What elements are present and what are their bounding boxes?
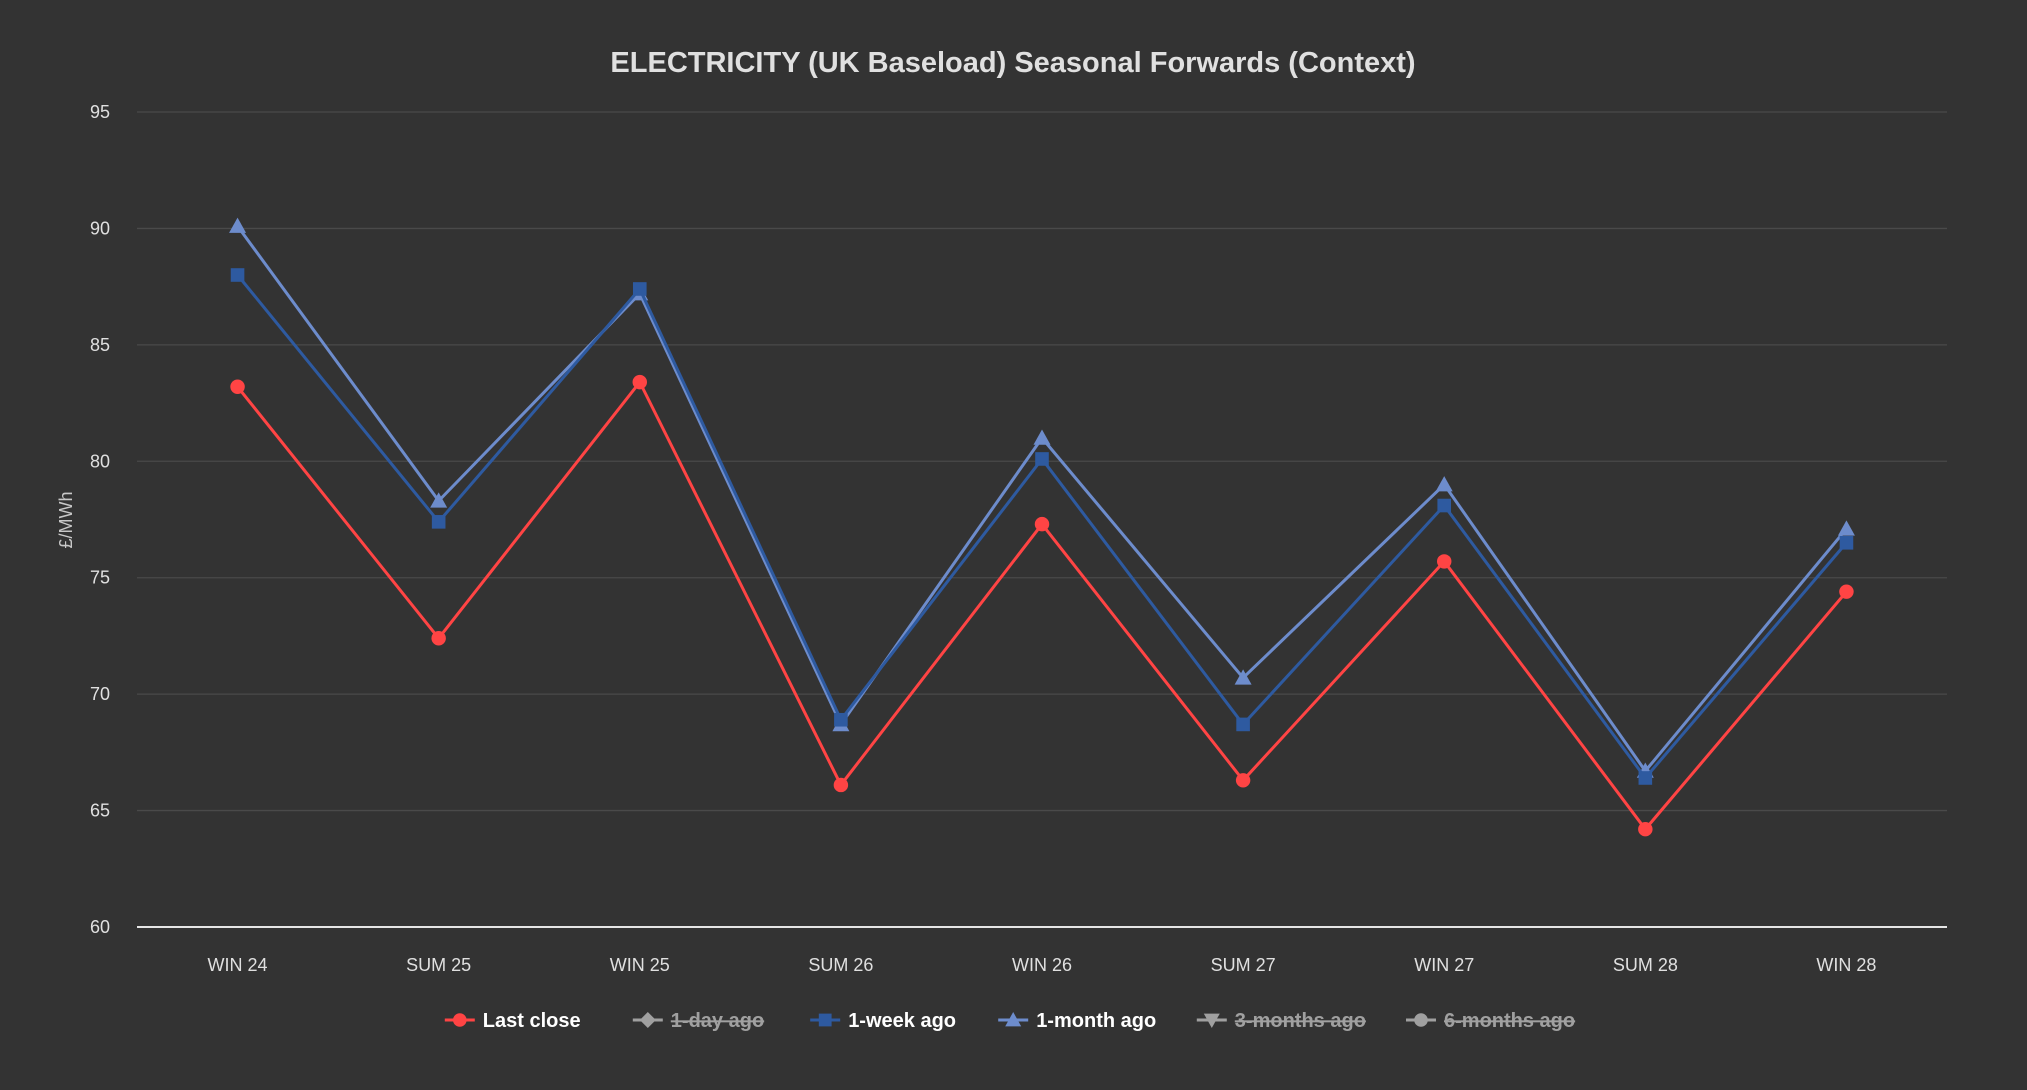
- 1-week-ago-point[interactable]: [1035, 452, 1049, 466]
- 1-week-ago-point[interactable]: [431, 515, 446, 529]
- 1-month-ago-point[interactable]: [430, 492, 448, 508]
- x-tick-label: SUM 27: [1211, 955, 1276, 975]
- legend-item-3-months-ago[interactable]: 3-months ago: [1196, 1010, 1366, 1032]
- last-close-point[interactable]: [833, 777, 849, 793]
- last-close-point[interactable]: [1839, 584, 1854, 599]
- chart-title: ELECTRICITY (UK Baseload) Seasonal Forwa…: [610, 47, 1415, 79]
- 1-month-ago-point[interactable]: [229, 217, 247, 233]
- y-axis-title: £/MWh: [56, 491, 76, 548]
- x-tick-label: SUM 28: [1613, 955, 1678, 975]
- 1-month-ago-point[interactable]: [1837, 520, 1855, 536]
- legend: Last close 1-day ago 1-week ago 1-month ago…: [444, 1010, 1575, 1032]
- y-tick-label: 80: [90, 451, 110, 471]
- 1-month-ago-point[interactable]: [1234, 669, 1252, 685]
- 1-month-ago-line[interactable]: [236, 225, 1848, 773]
- y-tick-label: 75: [90, 568, 110, 588]
- legend-item-1-day-ago[interactable]: 1-day ago: [632, 1010, 764, 1032]
- x-axis-ticks: WIN 24 SUM 25 WIN 25 SUM 26 WIN 26 SUM 27 WIN …: [208, 955, 1877, 975]
- y-tick-label: 65: [90, 801, 110, 821]
- last-close-point[interactable]: [230, 379, 245, 394]
- 1-week-ago-point[interactable]: [230, 268, 245, 282]
- legend-marker[interactable]: [1414, 1013, 1428, 1027]
- series-last-close: [230, 374, 1854, 837]
- series-1-week-ago: [230, 268, 1854, 785]
- last-close-point[interactable]: [1034, 516, 1050, 532]
- last-close-point[interactable]: [1638, 821, 1653, 837]
- legend-label: 6-months ago: [1444, 1010, 1575, 1032]
- legend-item-1-week-ago[interactable]: 1-week ago: [810, 1010, 956, 1032]
- x-tick-label: SUM 26: [808, 955, 873, 975]
- legend-label: 1-week ago: [848, 1010, 956, 1032]
- last-close-point[interactable]: [1235, 773, 1251, 788]
- legend-item-1-month-ago[interactable]: 1-month ago: [998, 1010, 1156, 1032]
- legend-marker[interactable]: [818, 1013, 832, 1027]
- 1-week-ago-point[interactable]: [1236, 717, 1250, 732]
- x-tick-label: WIN 26: [1012, 955, 1072, 975]
- last-close-point[interactable]: [632, 374, 648, 390]
- y-tick-label: 95: [90, 102, 110, 122]
- x-tick-label: WIN 27: [1414, 955, 1474, 975]
- legend-label: Last close: [483, 1010, 581, 1032]
- legend-marker[interactable]: [639, 1012, 656, 1028]
- series-lines: [229, 217, 1855, 837]
- legend-label: 1-month ago: [1036, 1010, 1156, 1032]
- legend-label: 1-day ago: [671, 1010, 764, 1032]
- y-axis-ticks: 60 65 70 75 80 85 90 95: [90, 102, 110, 937]
- 1-month-ago-point[interactable]: [1033, 429, 1051, 445]
- y-tick-label: 90: [90, 218, 110, 238]
- 1-month-ago-point[interactable]: [1435, 476, 1453, 492]
- legend-marker[interactable]: [1203, 1013, 1220, 1028]
- legend-marker[interactable]: [1005, 1012, 1022, 1027]
- y-tick-label: 85: [90, 335, 110, 355]
- 1-week-ago-point[interactable]: [632, 282, 647, 296]
- x-tick-label: WIN 25: [610, 955, 670, 975]
- 1-week-ago-point[interactable]: [1638, 771, 1653, 785]
- y-tick-label: 70: [90, 684, 110, 704]
- x-tick-label: SUM 25: [406, 955, 471, 975]
- legend-item-last-close[interactable]: Last close: [444, 1010, 581, 1032]
- x-tick-label: WIN 28: [1816, 955, 1876, 975]
- 1-week-ago-point[interactable]: [1839, 535, 1854, 550]
- legend-label: 3-months ago: [1235, 1010, 1366, 1032]
- 1-week-ago-point[interactable]: [834, 712, 848, 727]
- legend-item-6-months-ago[interactable]: 6-months ago: [1406, 1010, 1575, 1032]
- last-close-line[interactable]: [236, 380, 1848, 831]
- x-tick-label: WIN 24: [208, 955, 268, 975]
- last-close-point[interactable]: [1436, 554, 1452, 569]
- last-close-point[interactable]: [431, 631, 446, 646]
- y-tick-label: 60: [90, 917, 110, 937]
- 1-week-ago-point[interactable]: [1437, 498, 1452, 513]
- legend-marker[interactable]: [453, 1013, 467, 1027]
